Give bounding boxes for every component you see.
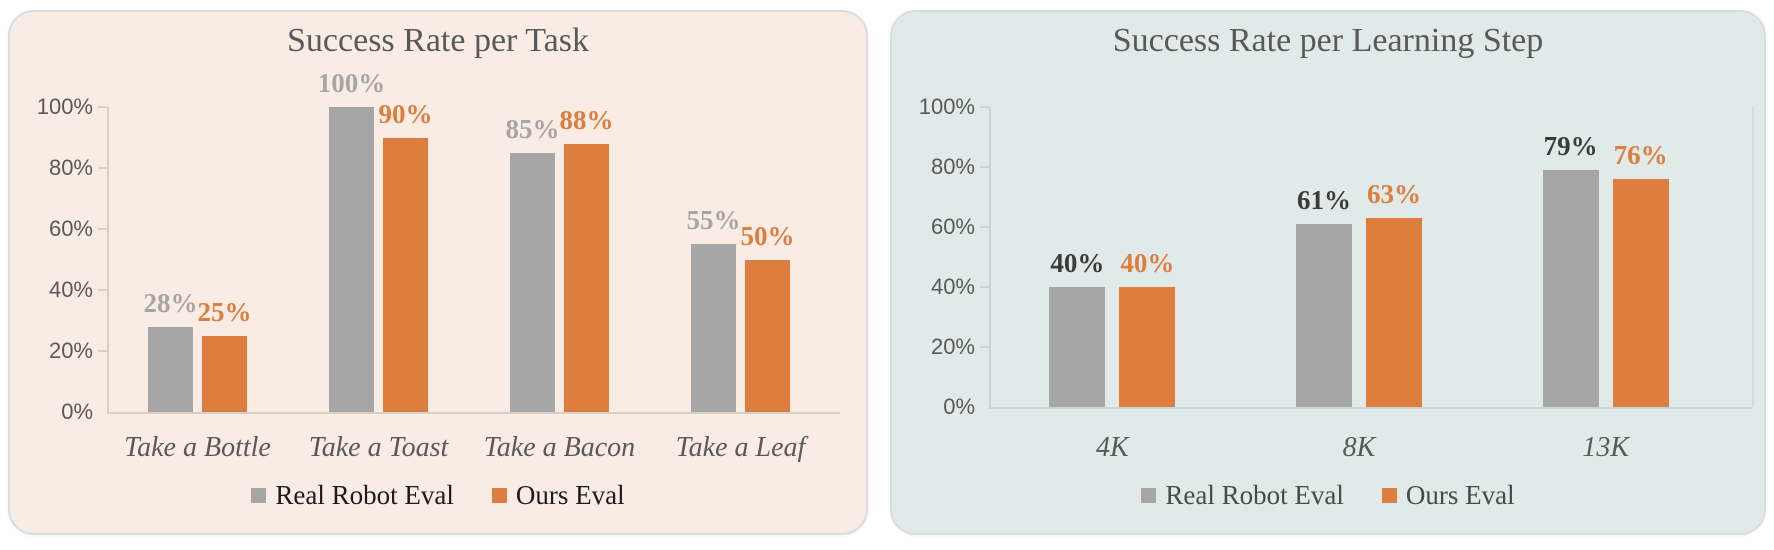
legend-item-ours-eval: Ours Eval: [491, 480, 625, 511]
task-chart-panel: Success Rate per Task Real Robot Eval Ou…: [8, 10, 868, 535]
bar-ours-eval: [1612, 179, 1669, 407]
y-axis-tick-label: 0%: [61, 399, 93, 424]
y-axis-tick: [98, 106, 107, 108]
bar-ours-eval: [202, 335, 247, 412]
y-axis-tick: [980, 346, 989, 348]
data-label: 40%: [1050, 248, 1105, 278]
legend-label: Ours Eval: [1405, 480, 1515, 510]
task-chart-title: Success Rate per Task: [287, 22, 589, 59]
y-axis-tick-label: 80%: [930, 154, 975, 179]
plot-right-border: [1752, 107, 1754, 407]
legend-swatch-gray: [1141, 488, 1157, 503]
category-label: Take a Bacon: [483, 432, 636, 463]
y-axis-tick: [98, 167, 107, 169]
data-label: 90%: [378, 98, 433, 129]
bar-real-robot-eval: [148, 326, 193, 412]
data-label: 61%: [1297, 185, 1351, 215]
legend-label: Ours Eval: [515, 480, 625, 510]
y-axis-tick: [98, 350, 107, 352]
y-axis-tick-label: 20%: [48, 338, 93, 363]
legend-label: Real Robot Eval: [275, 480, 454, 510]
legend-item-ours-eval: Ours Eval: [1381, 480, 1515, 511]
y-axis-line: [107, 107, 109, 412]
data-label: 85%: [505, 113, 560, 144]
y-axis-tick: [980, 286, 989, 288]
legend-item-real-robot-eval: Real Robot Eval: [251, 480, 454, 511]
y-axis-tick-label: 20%: [930, 334, 975, 359]
y-axis-tick-label: 40%: [930, 274, 975, 299]
y-axis-tick-label: 100%: [36, 94, 93, 119]
bar-real-robot-eval: [1296, 224, 1352, 407]
category-label: Take a Toast: [308, 432, 449, 463]
task-chart-legend: Real Robot Eval Ours Eval: [10, 480, 866, 511]
bar-ours-eval: [1366, 218, 1422, 407]
y-axis-tick: [980, 166, 989, 168]
y-axis-tick: [98, 289, 107, 291]
data-label: 63%: [1367, 179, 1421, 209]
data-label: 88%: [559, 104, 614, 135]
data-label: 79%: [1543, 131, 1598, 161]
data-label: 28%: [143, 287, 198, 318]
data-label: 55%: [686, 205, 741, 236]
data-label: 50%: [740, 220, 795, 251]
y-axis-tick: [98, 228, 107, 230]
y-axis-tick: [980, 226, 989, 228]
x-axis-line: [989, 407, 1752, 409]
data-label: 40%: [1120, 248, 1175, 278]
y-axis-line: [989, 107, 991, 407]
data-label: 25%: [197, 296, 252, 327]
category-label: Take a Leaf: [675, 432, 806, 463]
bar-real-robot-eval: [1542, 170, 1599, 407]
y-axis-tick-label: 60%: [48, 216, 93, 241]
legend-swatch-orange: [1381, 488, 1397, 503]
y-axis-tick-label: 80%: [48, 155, 93, 180]
y-axis-tick-label: 60%: [930, 214, 975, 239]
y-axis-tick-label: 40%: [48, 277, 93, 302]
bar-real-robot-eval: [691, 244, 736, 412]
category-label: 4K: [1095, 432, 1129, 463]
legend-item-real-robot-eval: Real Robot Eval: [1141, 480, 1344, 511]
learning-step-chart-title: Success Rate per Learning Step: [1112, 22, 1544, 59]
learning-step-chart-panel: Success Rate per Learning Step Real Robo…: [890, 10, 1766, 535]
bar-real-robot-eval: [329, 107, 374, 412]
learning-step-chart-legend: Real Robot Eval Ours Eval: [892, 480, 1764, 511]
category-label: 13K: [1582, 432, 1629, 463]
legend-swatch-gray: [251, 488, 267, 503]
data-label: 100%: [317, 68, 386, 98]
bar-ours-eval: [1119, 287, 1176, 407]
bar-ours-eval: [745, 259, 790, 412]
bar-ours-eval: [383, 137, 428, 412]
legend-label: Real Robot Eval: [1165, 480, 1344, 510]
y-axis-tick-label: 0%: [943, 394, 975, 419]
y-axis-tick-label: 100%: [918, 94, 975, 119]
data-label: 76%: [1613, 140, 1668, 170]
bar-ours-eval: [564, 143, 609, 412]
bar-real-robot-eval: [1049, 287, 1106, 407]
category-label: Take a Bottle: [124, 432, 271, 463]
category-label: 8K: [1342, 432, 1376, 463]
bar-real-robot-eval: [510, 152, 555, 412]
x-axis-line: [107, 412, 840, 414]
y-axis-tick: [980, 106, 989, 108]
legend-swatch-orange: [491, 488, 507, 503]
